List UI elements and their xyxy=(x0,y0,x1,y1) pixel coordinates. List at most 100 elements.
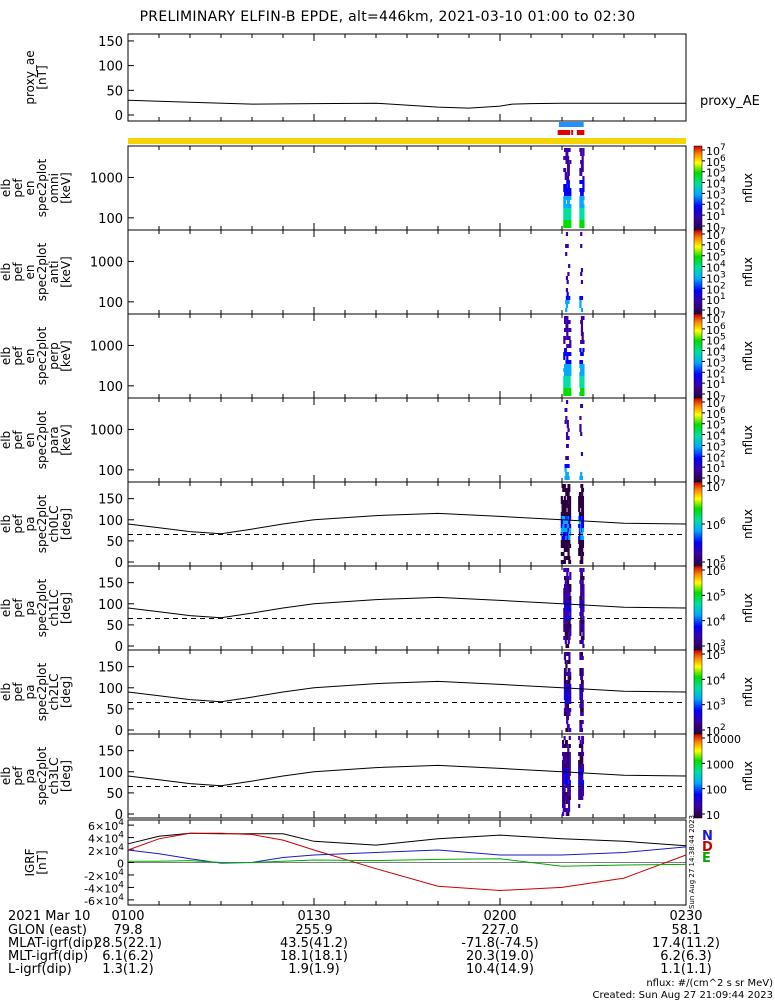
y-tick-label: 0 xyxy=(117,858,124,871)
heatmap-cell xyxy=(568,592,571,596)
colorbar-tick-label: 104 xyxy=(706,428,726,443)
heatmap-cell xyxy=(563,620,566,624)
heatmap-cell xyxy=(569,364,572,368)
heatmap-cell xyxy=(565,684,568,688)
heatmap-cell xyxy=(581,704,584,708)
colorbar-tick-label: 100 xyxy=(706,784,727,797)
colorbar-tick-label: 10 xyxy=(706,221,720,234)
heatmap-cell xyxy=(564,532,567,536)
heatmap-cell xyxy=(565,416,568,420)
colorbar-tick-label: 106 xyxy=(706,238,726,253)
y-axis-label: pa xyxy=(23,517,37,532)
heatmap-cell xyxy=(582,608,585,612)
heatmap-cell xyxy=(563,756,566,760)
heatmap-cell xyxy=(565,432,569,436)
heatmap-cell xyxy=(566,372,570,376)
heatmap-cell xyxy=(569,220,572,224)
heatmap-cell xyxy=(582,216,585,220)
heatmap-cell xyxy=(581,768,585,772)
heatmap-cell xyxy=(564,580,567,584)
heatmap-cell xyxy=(563,340,566,344)
en_omni-frame xyxy=(127,145,687,231)
heatmap-cell xyxy=(569,600,572,604)
heatmap-cell xyxy=(582,212,585,216)
heatmap-cell xyxy=(565,464,569,468)
heatmap-cell xyxy=(580,320,584,324)
heatmap-cell xyxy=(564,792,567,796)
heatmap-cell xyxy=(582,592,585,596)
igrf-series-z xyxy=(127,846,687,864)
heatmap-cell xyxy=(569,192,572,196)
heatmap-cell xyxy=(579,580,582,584)
heatmap-cell xyxy=(581,672,584,676)
heatmap-cell xyxy=(564,188,567,192)
y-axis-label: pef xyxy=(11,514,25,534)
heatmap-cell xyxy=(567,492,570,496)
colorbar-tick-label: 105 xyxy=(706,647,726,662)
heatmap-cell xyxy=(568,680,571,684)
heatmap-cell xyxy=(580,376,583,380)
colorbar xyxy=(693,145,703,231)
y-axis-label: spec2plot xyxy=(35,158,49,217)
heatmap-cell xyxy=(564,568,567,572)
heatmap-cell xyxy=(582,636,585,640)
heatmap-cell xyxy=(582,392,585,396)
heatmap-cell xyxy=(581,192,584,196)
heatmap-cell xyxy=(561,536,564,540)
heatmap-cell xyxy=(566,176,570,180)
y-tick-label: 150 xyxy=(98,577,123,592)
heatmap-cell xyxy=(567,476,570,480)
y-axis-label: pef xyxy=(11,262,25,282)
heatmap-cell xyxy=(566,612,570,616)
heatmap-cell xyxy=(578,804,581,808)
heatmap-cell xyxy=(580,272,583,276)
heatmap-cell xyxy=(563,800,566,804)
y-tick-label: 1000 xyxy=(90,339,123,354)
ephemeris-value: 227.0 xyxy=(481,923,518,938)
heatmap-cell xyxy=(562,744,565,748)
heatmap-cell xyxy=(581,156,584,160)
heatmap-cell xyxy=(582,196,585,200)
heatmap-cell xyxy=(582,204,585,208)
heatmap-cell xyxy=(582,208,585,212)
igrf-legend-N: N xyxy=(702,829,713,844)
heatmap-cell xyxy=(580,328,584,332)
y-tick-label: 6×104 xyxy=(88,818,124,833)
y-axis-label: ch0LC xyxy=(47,506,61,543)
heatmap-cell xyxy=(565,796,568,800)
x-tick-label: 0230 xyxy=(669,909,702,924)
y-axis-label: spec2plot xyxy=(35,494,49,553)
heatmap-cell xyxy=(568,656,571,660)
heatmap-cell xyxy=(566,624,570,628)
y-axis-label: pef xyxy=(11,430,25,450)
pa_ch0-frame xyxy=(127,481,687,567)
heatmap-cell xyxy=(564,772,567,776)
heatmap-cell xyxy=(568,384,571,388)
y-axis-label: ch3LC xyxy=(47,758,61,795)
heatmap-cell xyxy=(568,556,571,560)
heatmap-cell xyxy=(563,384,567,388)
heatmap-cell xyxy=(568,756,571,760)
colorbar-label: nflux xyxy=(741,509,755,539)
colorbar-tick-label: 105 xyxy=(706,555,726,570)
heatmap-cell xyxy=(563,556,566,560)
colorbar xyxy=(693,229,703,315)
heatmap-cell xyxy=(582,316,585,320)
colorbar-tick-label: 105 xyxy=(706,165,726,180)
y-tick-label: 100 xyxy=(98,212,123,227)
heatmap-cell xyxy=(569,728,572,732)
y-tick-label: 0 xyxy=(115,556,123,571)
heatmap-cell xyxy=(566,556,569,560)
colorbar-tick-label: 106 xyxy=(706,154,726,169)
heatmap-cell xyxy=(568,652,571,656)
y-tick-label: 50 xyxy=(106,703,123,718)
heatmap-cell xyxy=(566,576,570,580)
heatmap-cell xyxy=(578,788,581,792)
heatmap-cell xyxy=(568,620,571,624)
heatmap-cell xyxy=(568,636,571,640)
heatmap-cell xyxy=(581,736,585,740)
heatmap-cell xyxy=(565,296,569,300)
heatmap-cell xyxy=(568,536,571,540)
heatmap-cell xyxy=(581,744,584,748)
y-tick-label: 100 xyxy=(98,682,123,697)
